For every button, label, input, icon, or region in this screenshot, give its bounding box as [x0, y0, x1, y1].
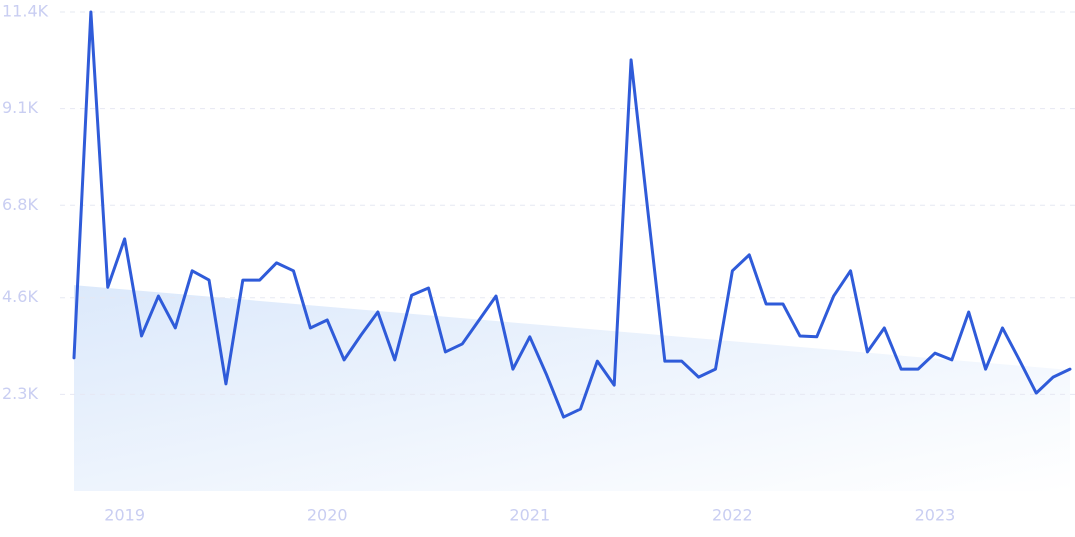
trend-area [74, 285, 1070, 491]
y-tick-label: 11.4K [2, 2, 49, 21]
x-tick-label: 2021 [509, 506, 550, 525]
x-tick-label: 2020 [307, 506, 348, 525]
y-tick-label: 4.6K [2, 287, 38, 306]
x-tick-label: 2019 [104, 506, 145, 525]
y-tick-label: 2.3K [2, 384, 38, 403]
data-line [72, 10, 1072, 419]
x-tick-label: 2023 [915, 506, 956, 525]
y-tick-label: 9.1K [2, 98, 38, 117]
y-tick-label: 6.8K [2, 195, 38, 214]
x-tick-label: 2022 [712, 506, 753, 525]
